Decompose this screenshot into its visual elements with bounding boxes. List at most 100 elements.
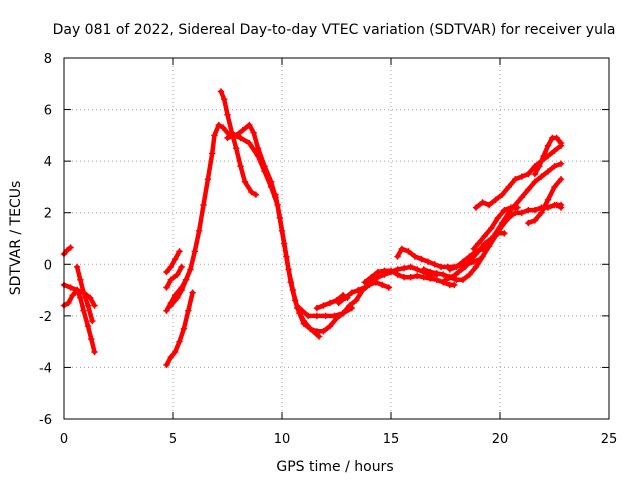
data-point [174, 294, 181, 302]
data-point [89, 317, 96, 325]
data-point [442, 276, 449, 283]
data-point [512, 175, 519, 183]
data-point [485, 201, 493, 209]
data-point [254, 152, 262, 160]
y-tick-label: 2 [44, 207, 52, 222]
data-point [379, 281, 386, 289]
data-point [518, 194, 525, 201]
data-point [315, 333, 323, 340]
x-axis-label: GPS time / hours [276, 459, 393, 475]
series-arc-11 [225, 133, 392, 334]
grid [64, 58, 609, 419]
data-point [479, 245, 486, 253]
data-point [385, 284, 393, 291]
data-point [326, 299, 334, 307]
series-arc-19 [443, 231, 507, 283]
data-point [536, 163, 543, 170]
x-tick-label: 20 [492, 432, 509, 447]
data-point [187, 266, 194, 273]
data-point [525, 186, 532, 193]
data-point [457, 262, 464, 269]
data-point [544, 142, 552, 149]
data-point [488, 224, 495, 232]
y-tick-label: 4 [44, 155, 52, 170]
data-point [313, 312, 321, 320]
data-point [531, 206, 539, 214]
data-point [167, 353, 175, 361]
data-point [498, 191, 506, 198]
data-point [348, 289, 355, 296]
y-tick-label: 8 [44, 52, 52, 67]
chart-title: Day 081 of 2022, Sidereal Day-to-day VTE… [53, 22, 616, 38]
data-point [171, 255, 179, 263]
data-point [65, 299, 72, 307]
data-point [167, 276, 175, 283]
data-point [355, 286, 362, 294]
data-point [296, 304, 303, 312]
data-point [73, 263, 81, 271]
data-point [276, 214, 284, 222]
data-point [185, 307, 192, 314]
data-point [239, 127, 246, 134]
data-point [163, 268, 170, 276]
data-point [167, 263, 175, 271]
data-point [178, 286, 185, 294]
data-point [248, 188, 255, 196]
data-point [368, 273, 375, 281]
data-point [335, 299, 342, 307]
data-point [69, 292, 76, 299]
series-arc-15 [336, 264, 440, 306]
data-point [531, 178, 539, 185]
data-point [461, 263, 469, 271]
data-point [374, 268, 382, 276]
data-point [451, 281, 458, 289]
data-point [453, 276, 460, 283]
data-point [470, 245, 478, 253]
data-point [182, 276, 190, 283]
data-point [492, 196, 499, 204]
data-point [446, 266, 454, 273]
data-point [304, 312, 312, 320]
data-point [331, 312, 338, 320]
y-tick-label: 0 [44, 258, 52, 273]
data-point [64, 246, 71, 254]
data-point [525, 219, 532, 227]
data-point [501, 230, 508, 237]
data-point [86, 294, 94, 302]
data-point [424, 258, 432, 265]
data-point [167, 302, 175, 309]
y-axis-label: SDTVAR / TECUs [8, 181, 24, 296]
data-point [557, 175, 565, 183]
data-point [313, 328, 321, 335]
data-point [91, 302, 98, 309]
data-point [300, 317, 307, 325]
ticks [63, 57, 610, 420]
series-arc-06 [164, 264, 184, 290]
data-point [472, 204, 480, 211]
x-tick-label: 10 [274, 432, 291, 447]
data-point [174, 271, 181, 278]
data-point [494, 214, 502, 222]
data-point [488, 235, 495, 242]
data-point [252, 191, 260, 198]
data-point [400, 273, 408, 281]
data-point [433, 270, 440, 277]
data-point [176, 248, 183, 255]
data-point [514, 204, 521, 211]
data-point [518, 173, 525, 180]
y-tick-label: -6 [39, 413, 52, 428]
data-point [407, 263, 414, 271]
data-point [427, 268, 434, 276]
data-point [163, 284, 170, 291]
data-point [91, 348, 98, 356]
data-point [557, 139, 565, 147]
data-point [387, 267, 395, 274]
x-tick-label: 0 [60, 432, 68, 447]
series-arc-22 [473, 143, 564, 210]
data-point [531, 217, 539, 224]
data-point [553, 201, 560, 209]
data-point [459, 258, 467, 265]
data-point [246, 121, 253, 129]
data-point [544, 168, 552, 175]
